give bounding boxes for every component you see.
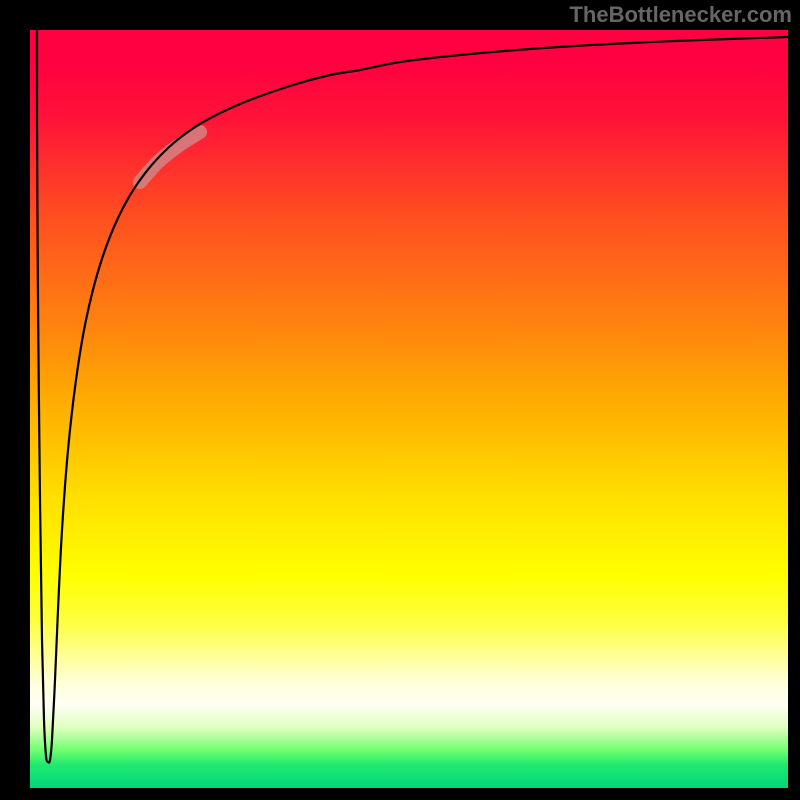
- bottleneck-chart: TheBottlenecker.com: [0, 0, 800, 800]
- watermark-label: TheBottlenecker.com: [569, 2, 792, 28]
- chart-canvas: [0, 0, 800, 800]
- plot-area: [30, 30, 788, 788]
